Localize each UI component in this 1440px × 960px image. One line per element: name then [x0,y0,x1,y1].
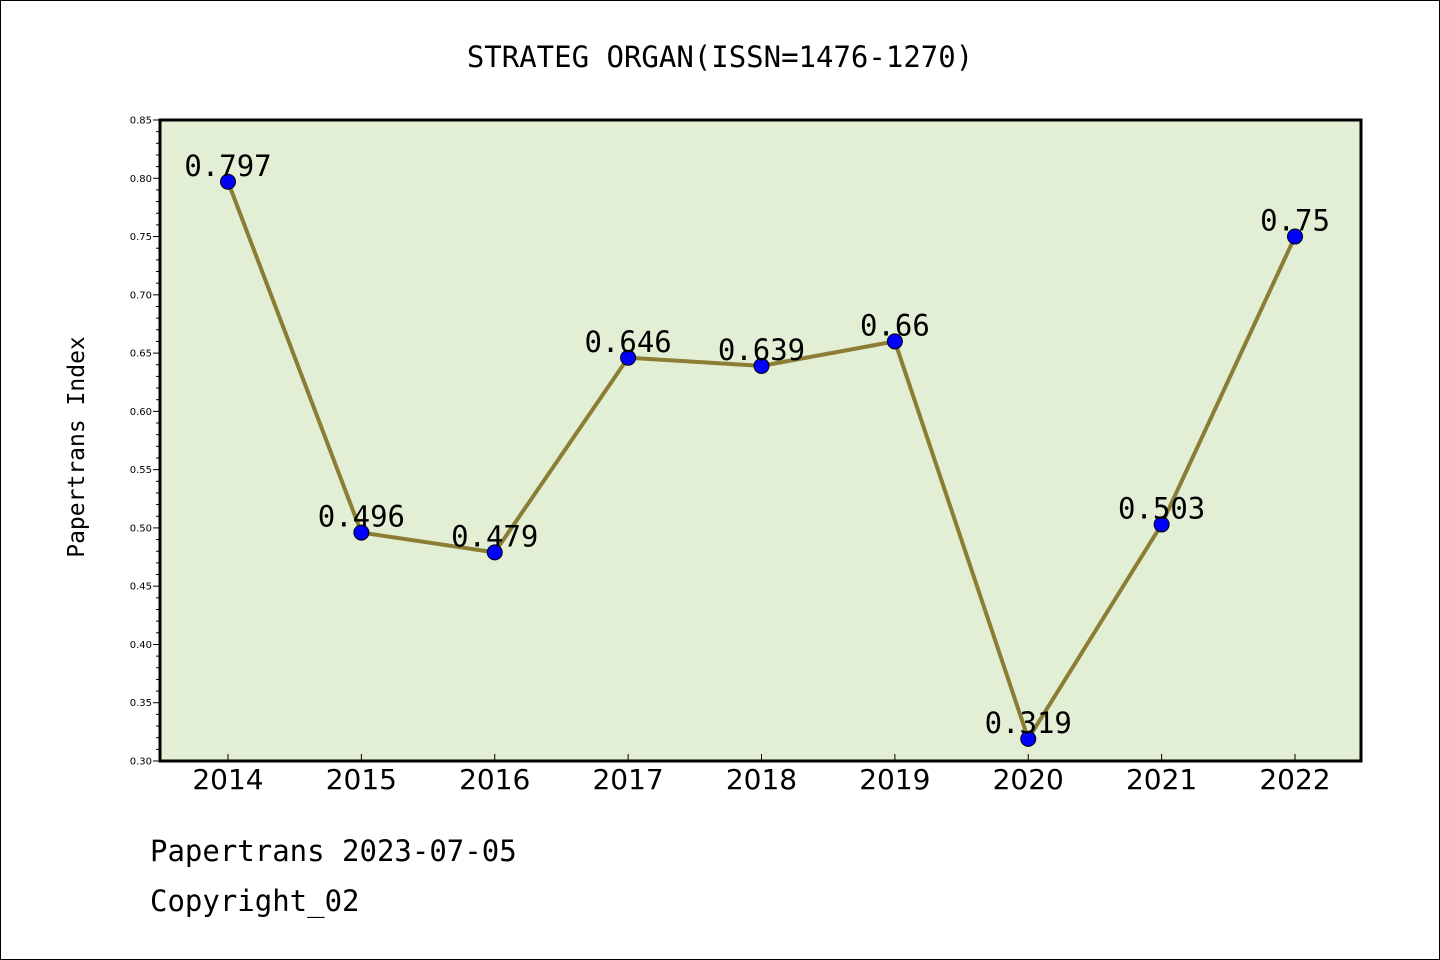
y-tick-label: 0.85 [130,116,152,127]
data-label: 0.66 [860,308,930,342]
data-point [620,349,637,366]
y-tick-label: 0.80 [130,174,152,185]
data-point [1287,228,1303,245]
plot-area [158,118,1363,763]
data-point [1020,730,1037,747]
y-axis-label: Papertrans Index [64,336,90,558]
data-label: 0.319 [985,706,1072,740]
x-tick-label: 2019 [859,763,930,796]
series-group [220,173,1303,747]
data-labels: 0.797 0.496 0.479 0.646 0.639 0.66 0.319 0.503 0… [184,149,1330,740]
data-point [486,544,503,561]
x-tick-label: 2018 [726,763,797,796]
x-tick-label: 2014 [192,763,263,796]
x-tick-label: 2017 [592,763,663,796]
x-axis: 2014 2015 2016 2017 2018 2019 2020 2021 2022 [192,754,1331,796]
y-tick-label: 0.35 [130,698,152,709]
footer-date: Papertrans 2023-07-05 [150,834,517,868]
x-tick-label: 2020 [993,763,1064,796]
data-point [753,357,770,374]
y-tick-label: 0.55 [130,465,152,476]
y-tick-label: 0.60 [130,407,152,418]
y-tick-label: 0.30 [130,757,152,768]
data-label: 0.479 [451,519,538,553]
data-label: 0.797 [184,149,271,183]
x-tick-label: 2021 [1126,763,1197,796]
y-tick-label: 0.40 [130,640,152,651]
data-label: 0.639 [718,333,805,367]
y-tick-label: 0.70 [130,290,152,301]
x-tick-label: 2015 [326,763,397,796]
data-label: 0.646 [584,325,671,359]
x-tick-label: 2022 [1259,763,1330,796]
y-tick-label: 0.75 [130,232,152,243]
data-point [353,524,370,541]
y-axis: 0.30 0.35 0.40 0.45 0.50 0.55 0.60 0.65 0.70 0.75… [130,116,160,768]
chart-title: STRATEG ORGAN(ISSN=1476-1270) [467,40,973,74]
footer-copyright: Copyright_02 [150,884,360,918]
y-tick-label: 0.50 [130,523,152,534]
y-tick-label: 0.65 [130,349,152,360]
data-point [886,333,903,350]
data-point [220,173,236,190]
x-tick-label: 2016 [459,763,530,796]
data-point [1153,516,1170,533]
data-label: 0.75 [1260,204,1330,238]
data-label: 0.496 [318,500,405,534]
y-tick-label: 0.45 [130,582,152,593]
data-label: 0.503 [1118,491,1205,525]
